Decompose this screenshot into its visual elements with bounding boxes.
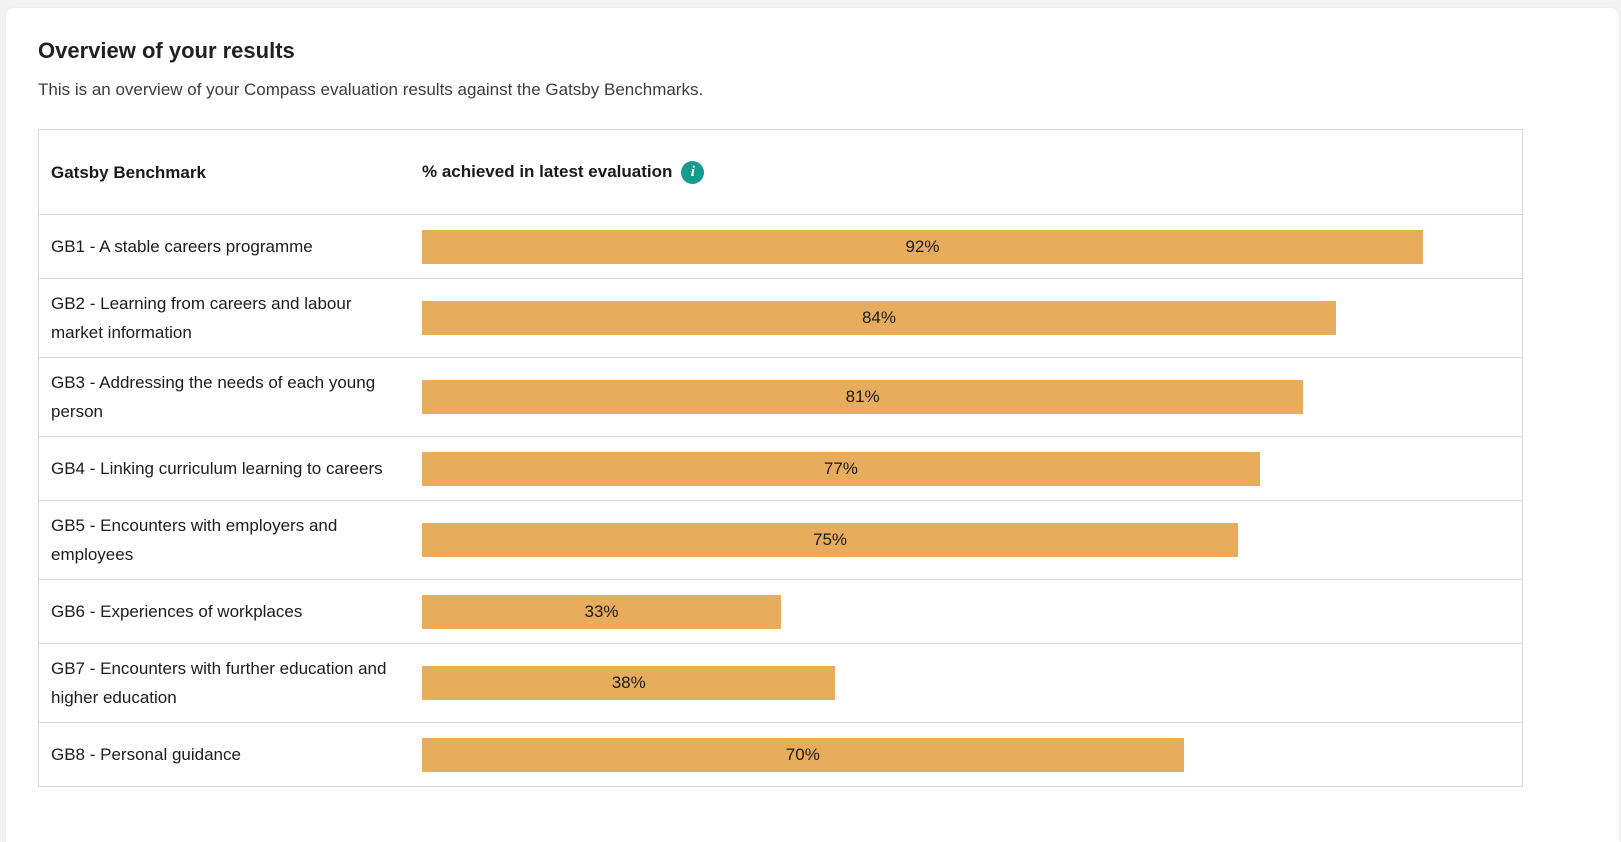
table-header-row: Gatsby Benchmark % achieved in latest ev… bbox=[39, 130, 1522, 214]
table-row: GB2 - Learning from careers and labour m… bbox=[39, 278, 1522, 357]
bar-value-label: 33% bbox=[584, 601, 619, 621]
bar-track: 75% bbox=[422, 523, 1510, 558]
bar-cell: 81% bbox=[422, 370, 1522, 424]
bar-track: 77% bbox=[422, 451, 1510, 486]
bar-track: 92% bbox=[422, 229, 1510, 264]
bar-value-label: 77% bbox=[823, 458, 858, 478]
achievement-bar: 70% bbox=[422, 737, 1184, 772]
achievement-bar: 75% bbox=[422, 523, 1238, 558]
benchmark-label: GB6 - Experiences of workplaces bbox=[51, 602, 303, 622]
bar-value-label: 81% bbox=[845, 387, 880, 407]
column-header-percent-achieved-label: % achieved in latest evaluation bbox=[422, 162, 673, 182]
bar-cell: 84% bbox=[422, 291, 1522, 345]
page-subtitle: This is an overview of your Compass eval… bbox=[38, 80, 704, 100]
benchmark-label: GB8 - Personal guidance bbox=[51, 745, 241, 765]
bar-track: 84% bbox=[422, 301, 1510, 336]
bar-value-label: 38% bbox=[611, 673, 646, 693]
achievement-bar: 92% bbox=[422, 229, 1423, 264]
table-row: GB8 - Personal guidance 70% bbox=[39, 722, 1522, 786]
bar-value-label: 84% bbox=[861, 308, 896, 328]
benchmark-label: GB1 - A stable careers programme bbox=[51, 237, 313, 257]
bar-track: 70% bbox=[422, 737, 1510, 772]
table-row: GB5 - Encounters with employers and empl… bbox=[39, 500, 1522, 579]
bar-cell: 75% bbox=[422, 513, 1522, 567]
bar-cell: 77% bbox=[422, 442, 1522, 496]
column-header-percent-achieved: % achieved in latest evaluation i bbox=[422, 151, 1522, 194]
benchmark-label: GB5 - Encounters with employers and empl… bbox=[51, 516, 338, 565]
column-header-gatsby-benchmark: Gatsby Benchmark bbox=[51, 162, 206, 182]
page-title: Overview of your results bbox=[38, 38, 295, 63]
table-row: GB4 - Linking curriculum learning to car… bbox=[39, 436, 1522, 500]
table-row: GB6 - Experiences of workplaces 33% bbox=[39, 579, 1522, 643]
bar-cell: 70% bbox=[422, 728, 1522, 782]
table-row: GB7 - Encounters with further education … bbox=[39, 643, 1522, 722]
bar-track: 81% bbox=[422, 380, 1510, 415]
benchmark-label: GB4 - Linking curriculum learning to car… bbox=[51, 459, 383, 479]
benchmark-label: GB2 - Learning from careers and labour m… bbox=[51, 294, 352, 343]
bar-track: 38% bbox=[422, 666, 1510, 701]
bar-value-label: 75% bbox=[812, 530, 848, 550]
benchmark-label: GB3 - Addressing the needs of each young… bbox=[51, 373, 376, 422]
bar-value-label: 70% bbox=[785, 744, 820, 764]
table-row: GB3 - Addressing the needs of each young… bbox=[39, 357, 1522, 436]
achievement-bar: 33% bbox=[422, 594, 782, 629]
achievement-bar: 38% bbox=[422, 666, 836, 701]
info-icon[interactable]: i bbox=[681, 160, 705, 184]
bar-track: 33% bbox=[422, 594, 1510, 629]
achievement-bar: 77% bbox=[422, 451, 1260, 486]
achievement-bar: 81% bbox=[422, 380, 1304, 415]
achievement-bar: 84% bbox=[422, 301, 1336, 336]
benchmark-label: GB7 - Encounters with further education … bbox=[51, 659, 387, 708]
results-card: Overview of your results This is an over… bbox=[6, 8, 1619, 842]
benchmark-results-table: Gatsby Benchmark % achieved in latest ev… bbox=[38, 129, 1523, 788]
bar-cell: 38% bbox=[422, 656, 1522, 710]
table-row: GB1 - A stable careers programme 92% bbox=[39, 214, 1522, 278]
bar-cell: 92% bbox=[422, 220, 1522, 274]
bar-value-label: 92% bbox=[905, 236, 940, 256]
bar-cell: 33% bbox=[422, 585, 1522, 639]
